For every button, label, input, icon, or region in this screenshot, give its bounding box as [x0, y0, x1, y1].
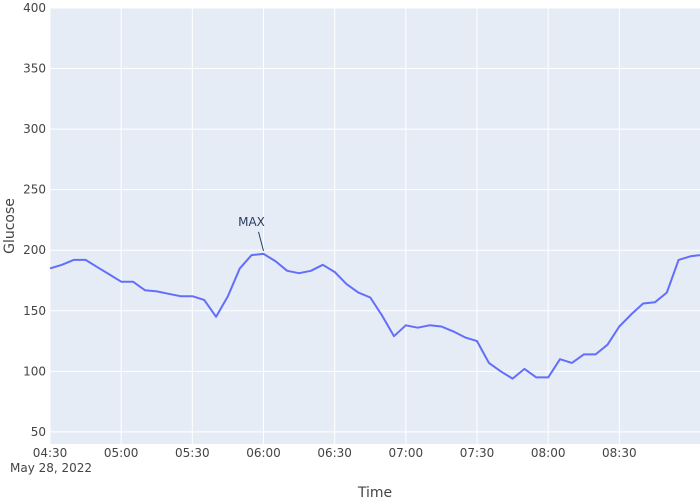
y-tick-label: 50 [31, 425, 46, 439]
max-annotation: MAX [238, 215, 265, 229]
y-tick-label: 400 [23, 1, 46, 15]
x-tick-label: 08:30 [602, 446, 637, 460]
y-gridlines [50, 7, 700, 433]
x-tick-label: 05:00 [104, 446, 139, 460]
plot-area [50, 8, 700, 444]
y-tick-label: 350 [23, 62, 46, 76]
x-tick-label: 08:00 [531, 446, 566, 460]
glucose-series-line [49, 252, 700, 380]
date-label: May 28, 2022 [10, 461, 92, 475]
x-tick-label: 07:30 [460, 446, 495, 460]
y-tick-label: 250 [23, 183, 46, 197]
y-tick-label: 150 [23, 304, 46, 318]
y-axis-title: Glucose [2, 198, 18, 254]
y-tick-label: 100 [23, 364, 46, 378]
x-tick-labels: 04:30 05:00 05:30 06:00 06:30 07:00 07:30 08:00… [33, 446, 637, 460]
x-gridlines [49, 8, 620, 444]
x-tick-label: 07:00 [389, 446, 424, 460]
x-tick-label: 06:00 [246, 446, 281, 460]
y-tick-labels: 50 100 150 200 250 300 350 400 [23, 1, 46, 439]
x-axis-title: Time [357, 485, 392, 500]
y-tick-label: 200 [23, 243, 46, 257]
x-tick-label: 06:30 [317, 446, 352, 460]
x-tick-label: 05:30 [175, 446, 210, 460]
x-tick-label: 04:30 [33, 446, 68, 460]
max-annotation-arrow [258, 231, 264, 251]
y-tick-label: 300 [23, 122, 46, 136]
glucose-series-points [49, 253, 700, 379]
